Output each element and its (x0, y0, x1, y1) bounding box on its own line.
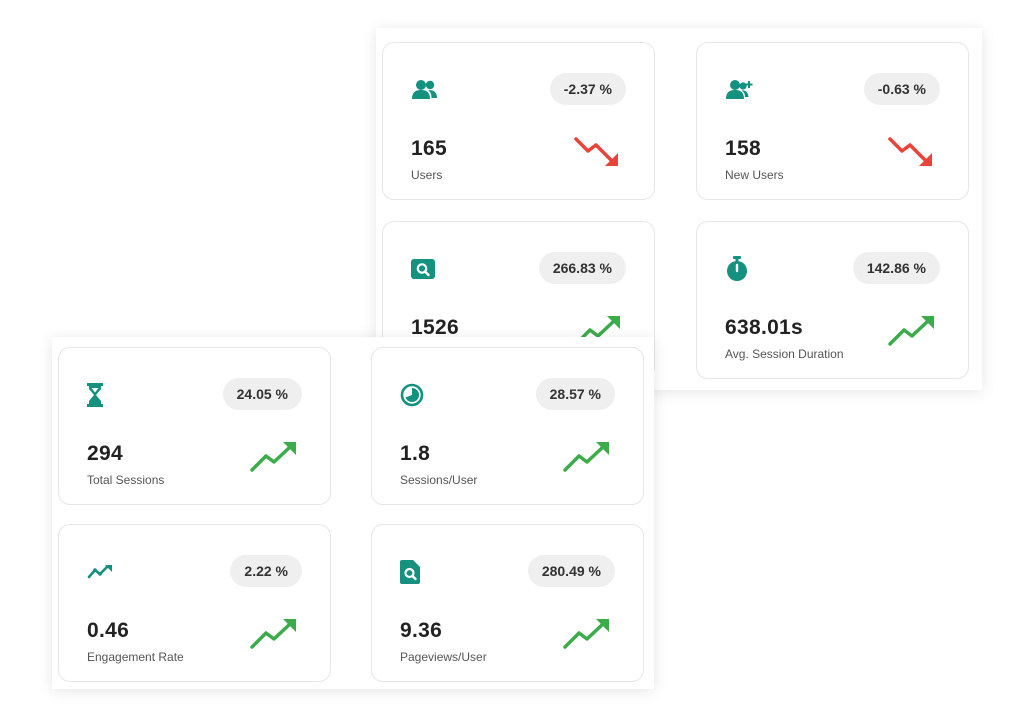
metric-label: Avg. Session Duration (725, 347, 844, 361)
trend-up-icon (250, 442, 296, 472)
metrics-panel-front: 24.05 % 294 Total Sessions 28.57 % 1.8 S… (52, 337, 654, 689)
total-sessions-card: 24.05 % 294 Total Sessions (58, 347, 331, 505)
metric-value: 1.8 (400, 442, 431, 465)
metric-value: 638.01s (725, 316, 804, 339)
metric-value: 0.46 (87, 619, 130, 642)
sessions-per-user-card: 28.57 % 1.8 Sessions/User (371, 347, 644, 505)
metric-label: New Users (725, 168, 784, 182)
users-card: -2.37 % 165 Users (382, 42, 655, 200)
metric-value: 165 (411, 137, 447, 160)
engagement-rate-card: 2.22 % 0.46 Engagement Rate (58, 524, 331, 682)
change-badge: -2.37 % (549, 73, 626, 105)
metric-label: Users (411, 168, 443, 182)
change-badge: 280.49 % (527, 555, 615, 587)
trend-down-icon (888, 137, 932, 166)
change-badge: 266.83 % (538, 252, 626, 284)
user-plus-icon (725, 77, 753, 103)
metric-label: Engagement Rate (87, 650, 184, 664)
hourglass-icon (87, 382, 115, 408)
metric-value: 9.36 (400, 619, 443, 642)
pageviews-per-user-card: 280.49 % 9.36 Pageviews/User (371, 524, 644, 682)
stopwatch-icon (725, 256, 753, 282)
metric-label: Pageviews/User (400, 650, 487, 664)
metric-value: 294 (87, 442, 123, 465)
change-badge: 24.05 % (222, 378, 302, 410)
metric-value: 158 (725, 137, 761, 160)
metric-label: Total Sessions (87, 473, 165, 487)
change-badge: 28.57 % (535, 378, 615, 410)
new-users-card: -0.63 % 158 New Users (696, 42, 969, 200)
pie-icon (400, 382, 428, 408)
metric-label: Sessions/User (400, 473, 478, 487)
metric-value: 1526 (411, 316, 459, 339)
trend-up-icon (250, 619, 296, 649)
metrics-panel-back: -2.37 % 165 Users -0.63 % 158 New Users (376, 28, 982, 390)
trend-down-icon (574, 137, 618, 166)
search-window-icon (411, 256, 439, 282)
trend-up-icon (888, 316, 934, 346)
users-icon (411, 77, 439, 103)
change-badge: -0.63 % (863, 73, 940, 105)
trend-up-icon (563, 442, 609, 472)
change-badge: 142.86 % (852, 252, 940, 284)
change-badge: 2.22 % (230, 555, 302, 587)
file-search-icon (400, 559, 428, 585)
trend-line-icon (87, 559, 115, 585)
avg-session-duration-card: 142.86 % 638.01s Avg. Session Duration (696, 221, 969, 379)
trend-up-icon (563, 619, 609, 649)
